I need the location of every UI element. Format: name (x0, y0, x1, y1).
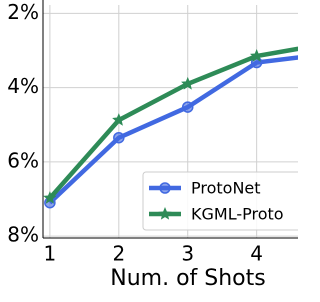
x-tick-label: 2 (112, 242, 125, 266)
marker (112, 113, 126, 126)
y-tick-label: 4% (7, 74, 39, 98)
x-tick-label: 4 (250, 242, 263, 266)
y-tick-label: 6% (7, 148, 39, 172)
legend-marker (158, 207, 172, 220)
chart: Num. of Shots 8% 6% 4% 2% 1 2 3 4 ProtoNet KGML-P… (7, 0, 304, 291)
y-tick-label: 2% (7, 0, 39, 24)
marker (113, 131, 125, 144)
plot-area (43, 46, 298, 209)
marker (181, 76, 195, 90)
legend-marker (159, 182, 171, 194)
x-tick-label: 1 (44, 242, 57, 266)
marker (181, 101, 194, 113)
legend-label: KGML-Proto (191, 205, 284, 224)
marker (43, 191, 57, 204)
y-tick-label: 8% (7, 223, 39, 247)
x-tick-label: 3 (181, 242, 194, 266)
x-axis-label: Num. of Shots (110, 266, 265, 291)
legend-label: ProtoNet (191, 179, 261, 198)
marker (249, 49, 264, 62)
